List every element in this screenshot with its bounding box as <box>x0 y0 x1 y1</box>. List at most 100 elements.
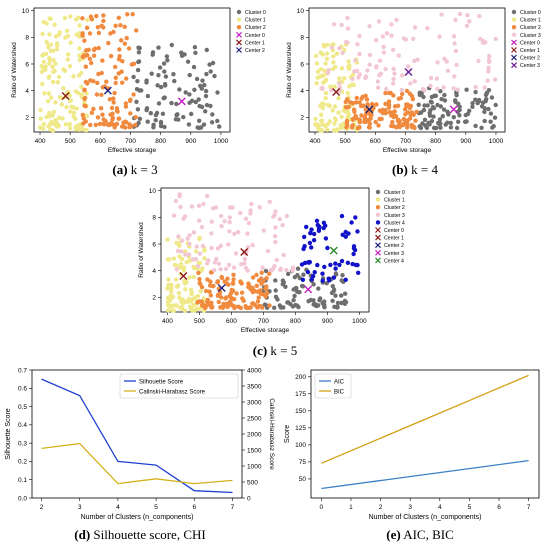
k4-cluster-0-point <box>479 104 485 109</box>
k4-cluster-2-point <box>343 99 348 105</box>
k4-cluster-3-point <box>376 19 382 24</box>
k5-cluster-4-point <box>309 227 314 232</box>
k5-cluster-1-point <box>166 277 171 282</box>
k4-legend-label: Cluster 0 <box>520 10 541 16</box>
k4-cluster-2-point <box>354 100 359 105</box>
k3-cluster-1-point <box>62 15 68 21</box>
k5-cluster-4-point <box>333 266 338 271</box>
k3-cluster-2-point <box>100 112 105 117</box>
silhouette-y-tick-label: 0.5 <box>18 404 27 411</box>
k4-cluster-2-point <box>393 114 399 119</box>
k3-cluster-1-point <box>39 69 45 75</box>
k4-cluster-2-point <box>347 100 353 105</box>
k5-cluster-2-point <box>226 282 231 287</box>
k5-cluster-1-point <box>174 263 179 268</box>
k5-cluster-4-point <box>304 224 309 230</box>
k4-cluster-3-point <box>435 86 440 92</box>
k3-cluster-0-point <box>187 72 192 78</box>
k4-cluster-3-point <box>465 13 470 18</box>
scatter-panel-k3: 400 500 600 700 800 900 1000 2 4 6 8 10 Effective st… <box>0 0 275 160</box>
k3-cluster-2-point <box>131 61 137 66</box>
k3-cluster-1-point <box>84 113 90 119</box>
k4-cluster-0-point <box>457 104 462 110</box>
k4-cluster-0-point <box>492 115 498 120</box>
k5-legend-marker <box>375 234 381 241</box>
k3-cluster-1-point <box>56 74 62 80</box>
k5-cluster-2-point <box>259 276 264 281</box>
k3-cluster-2-point <box>133 122 138 128</box>
k3-cluster-2-point <box>124 76 129 81</box>
k3-cluster-0-point <box>179 53 185 58</box>
k4-cluster-1-point <box>345 108 350 113</box>
k3-cluster-1-point <box>39 63 44 69</box>
silhouette-legend-box <box>119 373 239 399</box>
k3-cluster-1-point <box>52 22 57 27</box>
k4-x-axis-label: Effective storage <box>383 147 432 154</box>
k4-cluster-2-point <box>359 113 364 118</box>
k3-cluster-0-point <box>187 100 192 106</box>
k4-cluster-1-point <box>337 76 342 81</box>
k3-cluster-2-point <box>116 71 121 76</box>
k5-cluster-4-point <box>339 258 345 264</box>
k4-cluster-3-point <box>367 52 373 58</box>
k3-cluster-1-point <box>51 57 56 63</box>
k5-cluster-1-point <box>175 283 181 288</box>
k3-cluster-0-point <box>198 83 203 89</box>
k4-cluster-2-point <box>402 107 408 112</box>
k4-cluster-1-point <box>313 53 319 59</box>
k4-cluster-0-point <box>483 92 489 98</box>
k4-cluster-3-point <box>332 22 337 27</box>
k3-cluster-1-point <box>77 34 82 39</box>
k4-cluster-0-point <box>421 94 426 100</box>
k5-cluster-1-point <box>168 282 174 288</box>
aicbic-x-tick-label: 5 <box>468 504 472 511</box>
silhouette-y-tick-label: 0.1 <box>18 477 27 484</box>
k4-cluster-1-point <box>323 96 328 101</box>
k5-cluster-1-point <box>192 266 197 271</box>
k5-cluster-3-point <box>201 201 206 207</box>
k3-cluster-0-point <box>135 67 141 73</box>
k4-cluster-0-point <box>433 93 438 99</box>
k5-cluster-1-point <box>189 290 194 295</box>
k4-cluster-3-point <box>441 85 446 90</box>
k3-cluster-2-point <box>91 47 97 53</box>
k5-center-1-marker <box>240 248 249 256</box>
k5-cluster-1-point <box>173 277 179 282</box>
k4-cluster-3-point <box>390 81 396 86</box>
k5-cluster-2-point <box>259 270 264 275</box>
k5-cluster-1-point <box>178 261 184 267</box>
caption-d: (d) Silhouette score, CHI <box>40 527 240 543</box>
k4-cluster-0-point <box>473 97 478 102</box>
k4-cluster-1-point <box>342 76 347 81</box>
k3-cluster-2-point <box>118 23 123 28</box>
k5-cluster-1-point <box>197 236 202 242</box>
k5-cluster-1-point <box>188 305 194 310</box>
k5-cluster-2-point <box>224 301 229 307</box>
k3-y-axis-label: Ratio of Watershed <box>11 42 18 98</box>
k3-cluster-2-point <box>93 122 99 128</box>
k4-cluster-1-point <box>330 108 335 113</box>
k4-cluster-1-point <box>318 50 323 55</box>
k4-cluster-3-point <box>329 45 334 50</box>
k4-cluster-2-point <box>396 122 402 127</box>
k4-cluster-2-point <box>404 88 410 94</box>
k5-cluster-2-point <box>205 299 210 304</box>
k5-cluster-3-point <box>197 251 203 256</box>
k5-cluster-2-point <box>250 301 256 306</box>
k3-cluster-0-point <box>150 52 155 57</box>
k5-cluster-4-point <box>305 269 311 275</box>
k4-cluster-0-point <box>438 89 443 94</box>
k5-cluster-2-point <box>243 304 248 309</box>
k5-cluster-3-point <box>218 267 223 272</box>
k5-cluster-2-point <box>250 275 256 280</box>
caption-a-letter: (a) <box>112 162 128 177</box>
k4-cluster-2-point <box>396 96 401 101</box>
k4-cluster-0-point <box>490 125 495 130</box>
k5-cluster-3-point <box>209 219 214 224</box>
k3-cluster-1-point <box>47 114 52 119</box>
k3-cluster-0-point <box>164 54 170 59</box>
k5-cluster-1-point <box>182 278 187 283</box>
k3-cluster-2-point <box>84 25 90 30</box>
k4-cluster-0-point <box>480 100 486 105</box>
k5-cluster-0-point <box>280 282 285 287</box>
